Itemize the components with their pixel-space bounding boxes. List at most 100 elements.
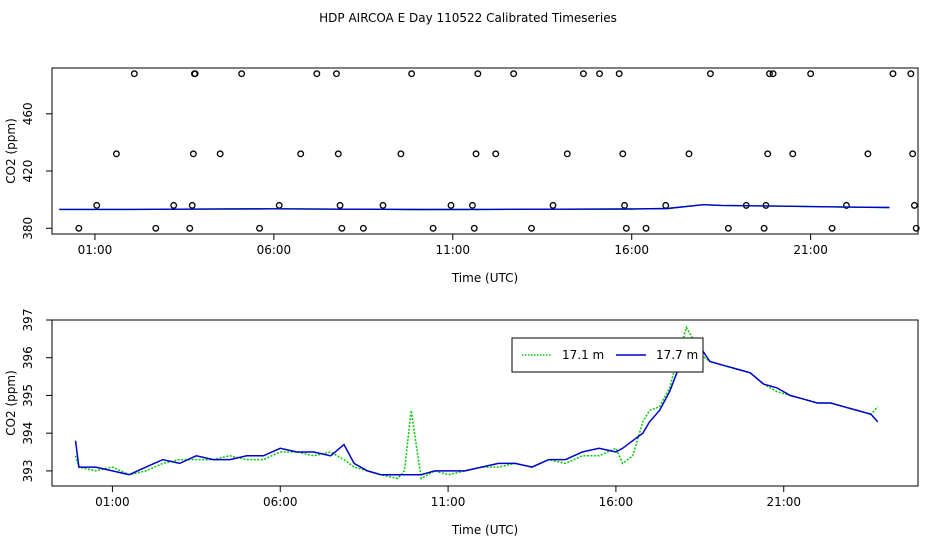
top-x-tick-label: 06:00	[257, 243, 292, 257]
scatter-point	[152, 224, 160, 232]
bottom-y-axis: 393 394 395 396 397	[21, 309, 52, 482]
top-x-tick-label: 11:00	[435, 243, 470, 257]
scatter-point	[256, 224, 264, 232]
top-y-tick-label: 460	[21, 102, 35, 125]
scatter-point	[789, 150, 797, 158]
scatter-point	[297, 150, 305, 158]
scatter-point	[864, 150, 872, 158]
scatter-point	[724, 224, 732, 232]
scatter-point	[216, 150, 224, 158]
scatter-point	[889, 70, 897, 78]
bottom-x-tick-label: 11:00	[431, 495, 466, 509]
scatter-point	[842, 201, 850, 209]
scatter-point	[615, 70, 623, 78]
scatter-point	[191, 70, 199, 78]
scatter-point	[275, 201, 283, 209]
scatter-point	[685, 150, 693, 158]
top-line-series	[59, 203, 890, 211]
legend-label-17-1: 17.1 m	[562, 348, 604, 362]
bottom-plot-frame	[51, 319, 919, 487]
scatter-point	[706, 70, 714, 78]
scatter-point	[75, 224, 83, 232]
scatter-point	[642, 224, 650, 232]
scatter-point	[549, 201, 557, 209]
bottom-panel: 01:00 06:00 11:00 16:00 21:00 39339439539639…	[4, 309, 919, 537]
scatter-point	[828, 224, 836, 232]
scatter-point	[622, 224, 630, 232]
bottom-x-tick-label: 06:00	[263, 495, 298, 509]
scatter-point	[334, 150, 342, 158]
scatter-point	[188, 201, 196, 209]
scatter-point	[766, 70, 773, 78]
scatter-point	[563, 150, 571, 158]
scatter-point	[397, 150, 405, 158]
scatter-point	[528, 224, 535, 232]
scatter-point	[130, 70, 138, 78]
scatter-point	[492, 150, 500, 158]
bottom-x-axis-label: Time (UTC)	[451, 523, 518, 537]
scatter-point	[429, 224, 437, 232]
bottom-y-tick-label: 394	[21, 422, 35, 445]
top-y-axis-label: CO2 (ppm)	[4, 118, 18, 184]
scatter-point	[112, 150, 120, 158]
scatter-point	[336, 201, 344, 209]
bottom-y-tick-label: 395	[21, 384, 35, 407]
scatter-point	[907, 70, 915, 78]
scatter-point	[333, 70, 340, 78]
scatter-point	[769, 70, 777, 78]
scatter-point	[238, 70, 246, 78]
scatter-point	[910, 201, 918, 209]
bottom-y-tick-label: 393	[21, 459, 35, 482]
top-x-axis: 01:00 06:00 11:00 16:00 21:00	[78, 234, 828, 257]
scatter-point	[186, 224, 194, 232]
top-x-tick-label: 21:00	[793, 243, 828, 257]
scatter-point	[619, 150, 627, 158]
scatter-point	[621, 201, 629, 209]
figure-title: HDP AIRCOA E Day 110522 Calibrated Times…	[319, 11, 617, 25]
scatter-point	[474, 70, 482, 78]
bottom-x-tick-label: 21:00	[766, 495, 801, 509]
top-scatter-points	[75, 70, 920, 232]
bottom-x-tick-label: 16:00	[599, 495, 634, 509]
top-plot-frame	[51, 67, 919, 235]
scatter-point	[579, 70, 587, 78]
scatter-point	[764, 150, 772, 158]
bottom-x-tick-label: 01:00	[95, 495, 130, 509]
scatter-point	[447, 201, 455, 209]
scatter-point	[359, 224, 367, 232]
scatter-point	[338, 224, 346, 232]
scatter-point	[807, 70, 815, 78]
scatter-point	[408, 70, 416, 78]
scatter-point	[472, 150, 480, 158]
top-y-axis: 380 420 460	[21, 102, 52, 240]
top-x-tick-label: 01:00	[78, 243, 113, 257]
scatter-point	[379, 201, 387, 209]
scatter-point	[596, 70, 603, 78]
top-x-tick-label: 16:00	[614, 243, 649, 257]
bottom-line-series	[74, 325, 879, 480]
top-y-tick-label: 380	[21, 217, 35, 240]
scatter-point	[470, 224, 478, 232]
scatter-point	[760, 224, 768, 232]
bottom-y-axis-label: CO2 (ppm)	[4, 370, 18, 436]
scatter-point	[93, 201, 101, 209]
scatter-point	[510, 70, 518, 78]
top-x-axis-label: Time (UTC)	[451, 271, 518, 285]
scatter-point	[909, 150, 917, 158]
scatter-point	[912, 224, 920, 232]
series-line-17-7-m	[74, 341, 879, 476]
top-panel: 01:00 06:00 11:00 16:00 21:00 380 420 460 Time…	[4, 67, 920, 285]
legend: 17.1 m 17.7 m	[511, 337, 704, 373]
bottom-y-tick-label: 396	[21, 346, 35, 369]
scatter-point	[170, 201, 178, 209]
scatter-point	[189, 150, 197, 158]
scatter-point	[662, 201, 670, 209]
top-y-tick-label: 420	[21, 160, 35, 183]
bottom-x-axis: 01:00 06:00 11:00 16:00 21:00	[95, 486, 801, 509]
scatter-point	[469, 201, 476, 209]
bottom-y-tick-label: 397	[21, 309, 35, 332]
scatter-point	[313, 70, 321, 78]
legend-label-17-7: 17.7 m	[656, 348, 698, 362]
top-series-line-17-7	[59, 203, 890, 211]
